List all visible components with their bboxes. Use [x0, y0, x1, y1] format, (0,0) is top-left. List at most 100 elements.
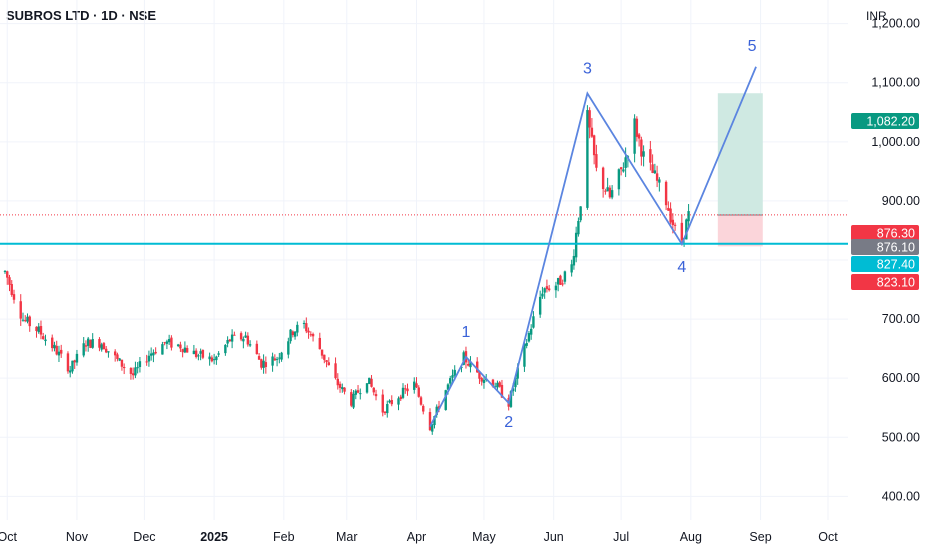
profit-zone: [717, 93, 763, 216]
candle-body: [165, 341, 169, 344]
currency-label[interactable]: INR: [866, 9, 887, 23]
candle-body: [51, 337, 54, 349]
candle-body: [228, 339, 232, 342]
candle-body: [579, 206, 582, 221]
candle-body: [113, 351, 117, 356]
y-tick-label: 500.00: [882, 430, 920, 444]
candle-body: [338, 383, 342, 388]
candle-body: [649, 149, 652, 163]
candle-body: [422, 405, 425, 412]
position-zones: [717, 93, 763, 247]
candle-body: [374, 394, 378, 397]
candle-body: [208, 356, 211, 360]
candle-body: [138, 361, 142, 368]
candle-body: [102, 343, 106, 350]
x-tick-label: Mar: [336, 530, 358, 544]
x-tick-label: Jul: [613, 530, 629, 544]
candle-body: [685, 219, 688, 240]
candle-body: [680, 222, 684, 241]
candle-body: [383, 411, 387, 414]
candle-body: [453, 369, 456, 376]
wave-label-1: 1: [462, 324, 471, 341]
candle-body: [154, 351, 157, 354]
loss-zone: [717, 215, 763, 247]
y-tick-label: 1,200.00: [871, 17, 920, 31]
candle-body: [399, 396, 402, 400]
candle-body: [574, 232, 578, 258]
candle-body: [514, 377, 517, 388]
candle-body: [246, 335, 250, 345]
candle-body: [595, 154, 598, 168]
candle-body: [446, 384, 450, 390]
candle-body: [318, 337, 322, 350]
candle-body: [309, 334, 313, 336]
candle-body: [91, 339, 94, 348]
candle-body: [86, 338, 90, 346]
candle-body: [244, 335, 247, 338]
axes: Oct Nov Dec 2025 Feb Mar Apr May Jun Jul Aug Sep Oct…: [0, 17, 920, 544]
candle-body: [183, 347, 187, 353]
candle-body: [24, 320, 27, 322]
candle-body: [372, 387, 375, 393]
candle-body: [161, 344, 164, 355]
candle-body: [624, 157, 627, 168]
candle-body: [242, 338, 245, 342]
candle-body: [307, 330, 310, 333]
candle-body: [327, 362, 331, 366]
candle-body: [388, 400, 391, 403]
x-tick-label: May: [472, 530, 496, 544]
x-tick-label: Oct: [818, 530, 838, 544]
candle-body: [617, 169, 621, 190]
x-tick-label: Jun: [544, 530, 564, 544]
grid-lines: [0, 0, 848, 520]
candle-body: [673, 224, 677, 226]
candle-body: [217, 353, 220, 355]
y-tick-label: 400.00: [882, 489, 920, 503]
candle-body: [658, 179, 661, 183]
candle-body: [509, 391, 513, 407]
candle-body: [42, 336, 45, 340]
candle-body: [469, 361, 472, 368]
candle-body: [336, 378, 339, 386]
candle-body: [525, 343, 528, 346]
candle-body: [431, 424, 434, 432]
candle-body: [511, 388, 515, 392]
candle-body: [201, 349, 205, 358]
y-tick-label: 700.00: [882, 312, 920, 326]
candle-body: [197, 355, 200, 357]
y-tick-label: 600.00: [882, 371, 920, 385]
price-tag-label: 876.30: [877, 227, 915, 241]
candle-body: [343, 387, 346, 392]
candle-body: [368, 377, 371, 384]
wave-label-3: 3: [583, 60, 592, 77]
candle-body: [185, 348, 189, 353]
candle-body: [444, 390, 447, 410]
candle-body: [651, 164, 654, 173]
candle-body: [386, 404, 389, 414]
candle-body: [449, 378, 452, 384]
price-tag: 827.40: [851, 256, 919, 272]
candle-body: [116, 354, 119, 359]
candle-body: [145, 361, 148, 363]
candle-body: [194, 350, 198, 357]
candle-body: [500, 384, 504, 398]
wave-line: [429, 66, 757, 428]
candle-body: [257, 356, 261, 360]
price-tag: 876.10: [851, 239, 919, 255]
x-tick-label: Oct: [0, 530, 17, 544]
candle-body: [170, 337, 173, 348]
candle-body: [401, 387, 405, 398]
candle-body: [12, 294, 16, 300]
candle-body: [413, 381, 416, 390]
candle-body: [496, 382, 499, 388]
wave-labels: 1 2 3 4 5: [462, 38, 757, 431]
candle-body: [325, 360, 328, 363]
candle-body: [212, 359, 216, 361]
y-tick-label: 1,000.00: [871, 135, 920, 149]
candle-body: [37, 326, 40, 333]
candle-body: [19, 301, 22, 319]
candle-body: [494, 386, 497, 388]
candle-body: [35, 326, 38, 331]
candle-body: [39, 326, 43, 335]
